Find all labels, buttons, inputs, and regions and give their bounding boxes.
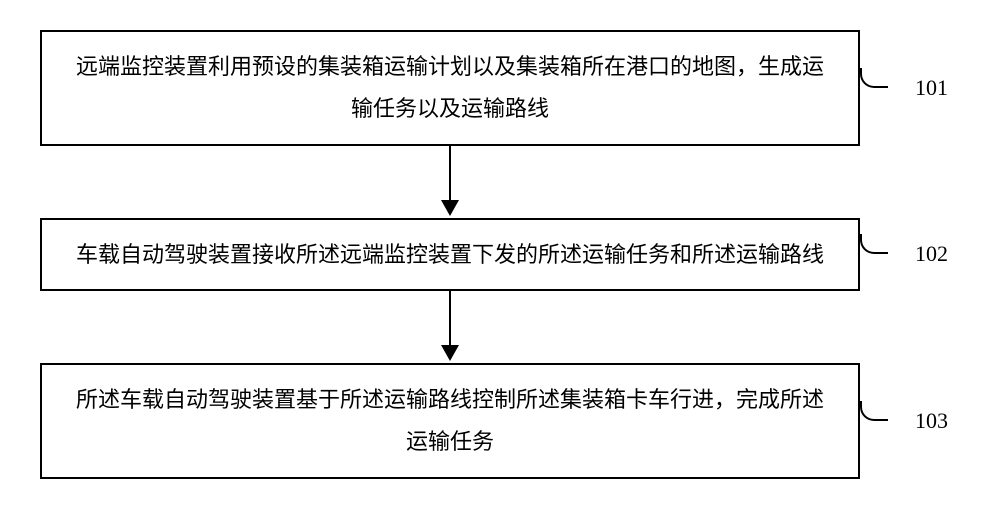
- arrow-line: [449, 146, 451, 202]
- flow-step-label: 102: [915, 234, 948, 276]
- arrow-line: [449, 291, 451, 347]
- flow-step-102: 车载自动驾驶装置接收所述远端监控装置下发的所述运输任务和所述运输路线 102: [40, 218, 860, 292]
- flow-step-text: 所述车载自动驾驶装置基于所述运输路线控制所述集装箱卡车行进，完成所述运输任务: [66, 379, 834, 463]
- flow-step-text: 车载自动驾驶装置接收所述远端监控装置下发的所述运输任务和所述运输路线: [66, 234, 834, 276]
- label-connector: [860, 234, 888, 254]
- flow-step-label: 103: [915, 400, 948, 442]
- label-connector: [860, 68, 888, 88]
- flow-arrow: [40, 146, 860, 218]
- flowchart-container: 远端监控装置利用预设的集装箱运输计划以及集装箱所在港口的地图，生成运输任务以及运…: [40, 30, 960, 479]
- flow-step-text: 远端监控装置利用预设的集装箱运输计划以及集装箱所在港口的地图，生成运输任务以及运…: [66, 46, 834, 130]
- flow-step-103: 所述车载自动驾驶装置基于所述运输路线控制所述集装箱卡车行进，完成所述运输任务 1…: [40, 363, 860, 479]
- flow-arrow: [40, 291, 860, 363]
- label-connector: [860, 401, 888, 421]
- arrow-head-icon: [441, 200, 459, 216]
- flow-step-label: 101: [915, 67, 948, 109]
- arrow-head-icon: [441, 345, 459, 361]
- flow-step-101: 远端监控装置利用预设的集装箱运输计划以及集装箱所在港口的地图，生成运输任务以及运…: [40, 30, 860, 146]
